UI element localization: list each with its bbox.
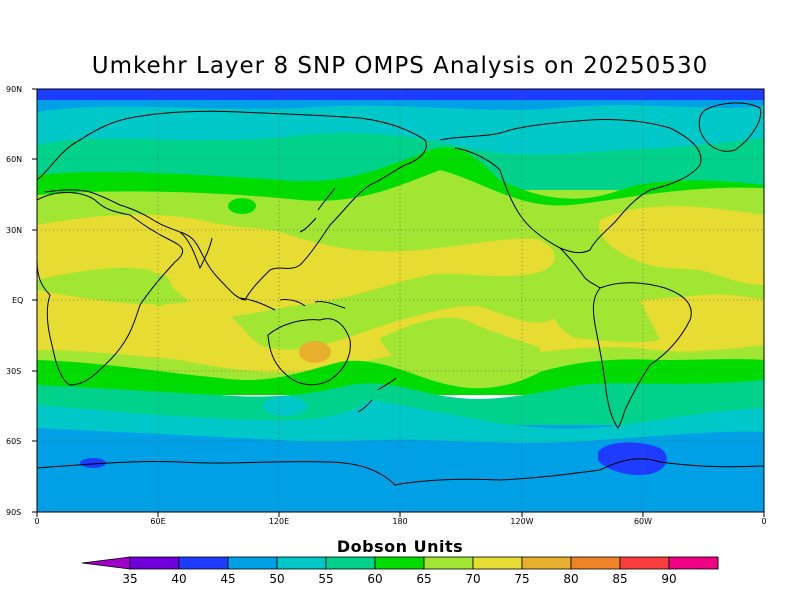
lon-label-60w: 60W xyxy=(633,517,653,526)
lon-label-180: 180 xyxy=(392,517,408,526)
colorbar-label-80: 80 xyxy=(563,572,579,586)
colorbar-label-35: 35 xyxy=(122,572,138,586)
lon-label-120w: 120W xyxy=(510,517,534,526)
page-title: Umkehr Layer 8 SNP OMPS Analysis on 2025… xyxy=(91,53,709,79)
coast-africa xyxy=(37,192,184,386)
colorbar-segment xyxy=(276,556,327,570)
lime-atlantic-south xyxy=(553,300,660,343)
lon-label-0-east: 0 xyxy=(761,517,767,526)
s-seagreen-band xyxy=(37,380,764,425)
lat-label-90s: 90S xyxy=(6,508,22,517)
lat-label-60n: 60N xyxy=(6,155,23,164)
patch-south-teal xyxy=(263,396,307,416)
coast-north-america xyxy=(439,118,702,254)
colorbar-segment xyxy=(374,556,425,570)
lat-label-eq: EQ xyxy=(12,296,24,305)
colorbar-segment-under xyxy=(81,556,131,570)
axis-ticks xyxy=(32,88,765,517)
colorbar-segment xyxy=(668,556,719,570)
patch-asia-green xyxy=(228,198,256,214)
colorbar-segment xyxy=(570,556,621,570)
lat-label-60s: 60S xyxy=(6,437,22,446)
yellow-atlantic xyxy=(599,206,764,285)
colorbar-label-60: 60 xyxy=(367,572,383,586)
coast-japan xyxy=(299,187,336,233)
lime-pacific-south xyxy=(380,317,540,384)
colorbar-segment xyxy=(325,556,376,570)
coast-india xyxy=(179,231,213,270)
lat-label-30n: 30N xyxy=(6,226,23,235)
colorbar-title: Dobson Units xyxy=(336,537,464,556)
lon-label-60e: 60E xyxy=(150,517,166,526)
colorbar-segment xyxy=(227,556,278,570)
graticule xyxy=(37,89,764,512)
coast-central-america xyxy=(559,247,601,289)
lon-label-120e: 120E xyxy=(268,517,290,526)
colorbar xyxy=(81,556,719,570)
patch-antarctic-low-east xyxy=(598,442,667,476)
colorbar-label-75: 75 xyxy=(514,572,530,586)
s-blue-band xyxy=(37,428,764,512)
coast-eurasia xyxy=(37,110,427,301)
lon-label-0-west: 0 xyxy=(34,517,40,526)
colorbar-segment xyxy=(619,556,670,570)
colorbar-segment xyxy=(472,556,523,570)
colorbar-segment xyxy=(521,556,572,570)
colorbar-label-50: 50 xyxy=(269,572,285,586)
colorbar-label-90: 90 xyxy=(661,572,677,586)
coast-new-zealand xyxy=(357,377,397,413)
colorbar-segment xyxy=(129,556,180,570)
lat-label-90n: 90N xyxy=(6,85,23,94)
patch-australia-orange xyxy=(299,341,331,363)
colorbar-label-65: 65 xyxy=(416,572,432,586)
colorbar-label-45: 45 xyxy=(220,572,236,586)
n-seagreen-band xyxy=(37,132,764,190)
s-teal-band xyxy=(37,400,764,445)
coast-australia xyxy=(267,318,351,386)
colorbar-label-85: 85 xyxy=(612,572,628,586)
ozone-field xyxy=(37,89,764,512)
lat-label-30s: 30S xyxy=(6,367,22,376)
colorbar-label-70: 70 xyxy=(465,572,481,586)
coastlines xyxy=(37,102,764,486)
colorbar-segment xyxy=(178,556,229,570)
patch-indian-lime xyxy=(148,274,172,306)
colorbar-label-55: 55 xyxy=(318,572,334,586)
coast-greenland xyxy=(698,102,762,152)
coast-south-america xyxy=(592,282,692,429)
coast-antarctica xyxy=(37,458,764,486)
coast-indonesia xyxy=(239,297,346,311)
patch-antarctic-low-west xyxy=(80,458,106,468)
colorbar-segment xyxy=(423,556,474,570)
yellow-africa-asia xyxy=(37,214,555,317)
colorbar-label-40: 40 xyxy=(171,572,187,586)
